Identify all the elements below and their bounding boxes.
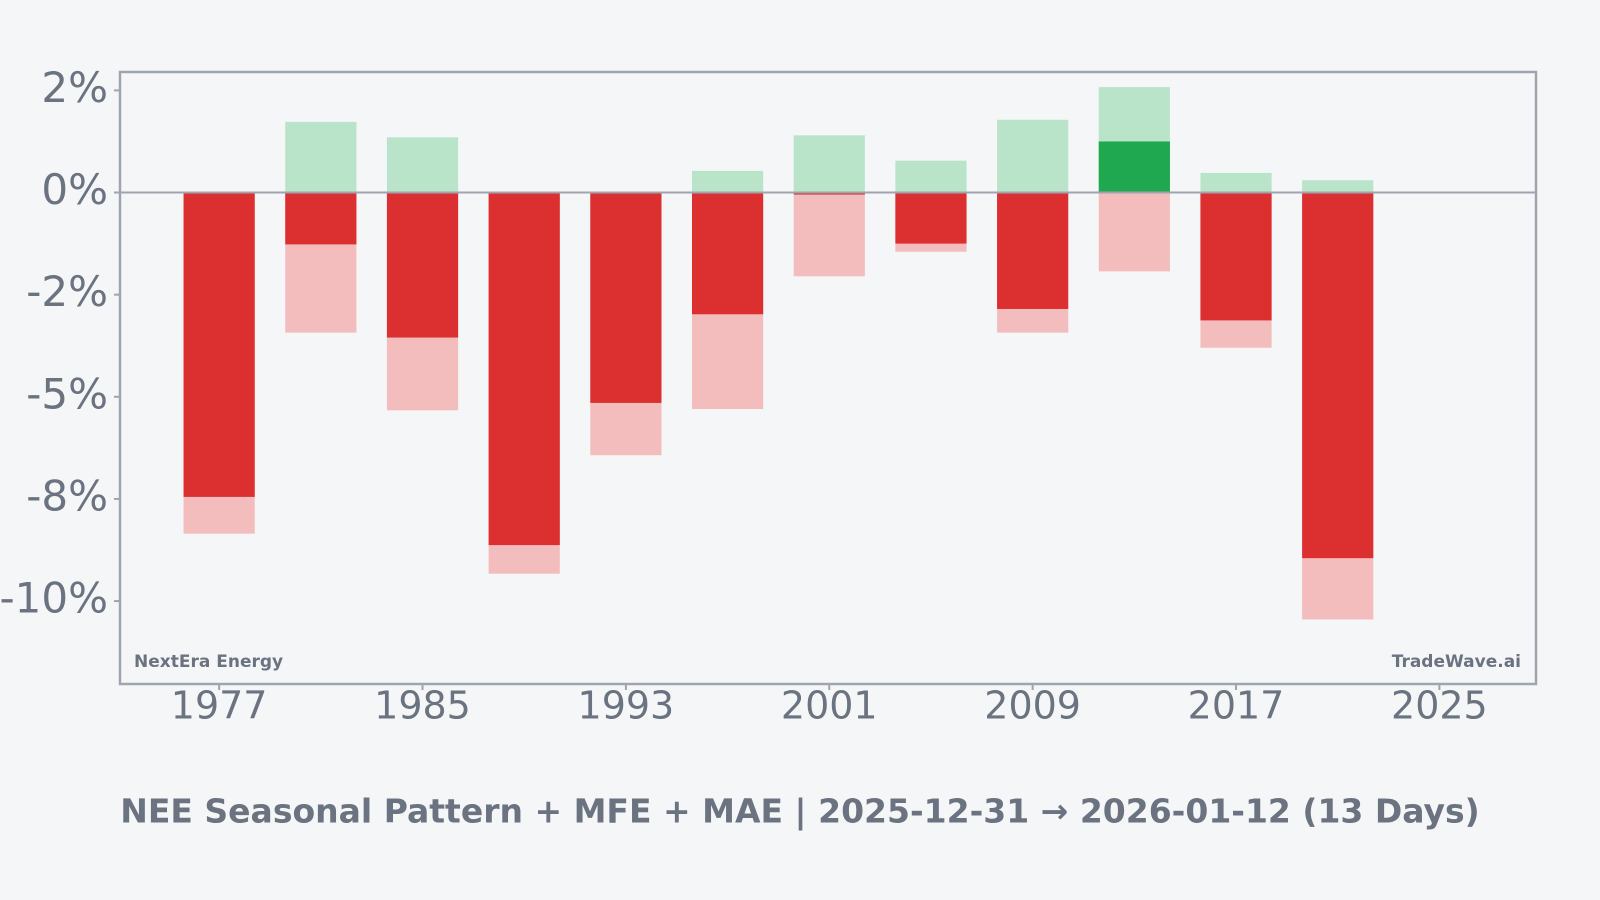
return-bar — [895, 192, 967, 244]
x-tick-label: 1977 — [171, 684, 268, 728]
mfe-bar — [793, 135, 865, 193]
x-tick-label: 2001 — [781, 684, 878, 728]
return-bar — [691, 192, 764, 315]
y-tick-label: -10% — [0, 574, 108, 623]
chart-title: NEE Seasonal Pattern + MFE + MAE | 2025-… — [120, 792, 1480, 831]
mfe-bar — [386, 137, 459, 193]
mfe-bar — [691, 170, 764, 193]
mfe-bar — [1200, 172, 1272, 193]
mae-bar — [793, 192, 865, 277]
return-bar — [285, 192, 357, 245]
watermark-left: NextEra Energy — [134, 652, 283, 672]
mfe-bar — [895, 160, 967, 193]
y-tick-label: 2% — [41, 63, 108, 112]
x-tick-label: 2009 — [984, 684, 1081, 728]
watermark-right: TradeWave.ai — [1392, 652, 1521, 672]
y-tick-label: -8% — [26, 471, 108, 520]
x-tick-label: 2025 — [1391, 684, 1488, 728]
return-bar — [1302, 192, 1374, 559]
y-tick-label: 0% — [41, 165, 108, 214]
return-bar — [183, 192, 255, 497]
y-tick-label: -2% — [26, 267, 108, 316]
x-tick-label: 1993 — [578, 684, 675, 728]
return-bar — [590, 192, 662, 403]
return-bar — [1098, 141, 1170, 193]
x-tick-label: 2017 — [1188, 684, 1285, 728]
return-bar — [386, 192, 459, 338]
mfe-bar — [1302, 180, 1374, 193]
mae-bar — [1098, 192, 1170, 272]
return-bar — [793, 192, 865, 195]
y-tick-label: -5% — [26, 369, 108, 418]
mfe-bar — [997, 119, 1069, 193]
x-tick-label: 1985 — [374, 684, 471, 728]
mfe-bar — [285, 121, 357, 193]
return-bar — [1200, 192, 1272, 321]
return-bar — [997, 192, 1069, 309]
plot-frame — [118, 70, 1538, 686]
return-bar — [488, 192, 560, 546]
